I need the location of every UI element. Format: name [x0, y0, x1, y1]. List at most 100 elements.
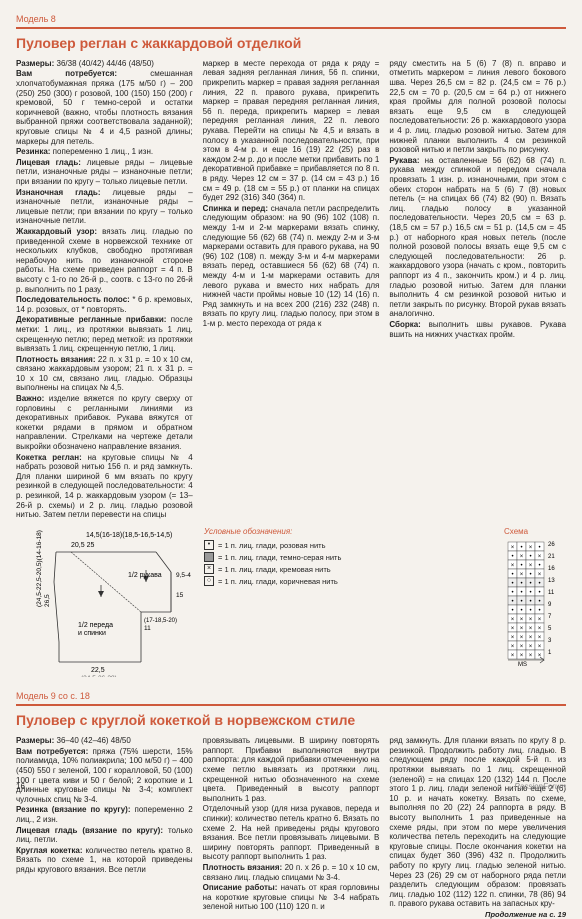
- svg-text:×: ×: [520, 653, 524, 659]
- page-number: 16: [16, 782, 25, 792]
- diag-rn3: (17-18,5-20): [144, 618, 177, 624]
- svg-text:•: •: [511, 599, 513, 605]
- legend-text: = 1 п. лиц. глади, темно-серая нить: [218, 553, 341, 562]
- legend: Условные обозначения: • = 1 п. лиц. глади…: [204, 527, 496, 680]
- svg-text:•: •: [520, 599, 522, 605]
- paragraph: Важно: изделие вяжется по кругу сверху о…: [16, 394, 193, 452]
- svg-text:•: •: [529, 608, 531, 614]
- svg-text:13: 13: [548, 578, 555, 584]
- paragraph: Последовательность полос: * 6 р. кремовы…: [16, 295, 193, 314]
- svg-text:×: ×: [520, 635, 524, 641]
- model8-header: Модель 8: [16, 14, 566, 29]
- svg-text:×: ×: [520, 644, 524, 650]
- legend-symbol: ×: [204, 564, 214, 574]
- diag-rn4: 11: [144, 625, 151, 632]
- paragraph: Плотность вязания: 20 п. х 26 р. = 10 х …: [203, 863, 380, 882]
- svg-text:×: ×: [538, 626, 542, 632]
- svg-text:×: ×: [538, 554, 542, 560]
- svg-text:•: •: [520, 590, 522, 596]
- legend-row: • = 1 п. лиц. глади, розовая нить: [204, 540, 496, 550]
- brand-mark: PassionForum: [514, 782, 566, 792]
- svg-text:•: •: [529, 599, 531, 605]
- paragraph: Плотность вязания: 22 п. х 31 р. = 10 х …: [16, 355, 193, 393]
- paragraph: Размеры: 36/38 (40/42) 44/46 (48/50): [16, 59, 193, 69]
- model8-col3: ряду сместить на 5 (6) 7 (8) п. вправо и…: [389, 59, 566, 521]
- model9-col3: ряд замкнуть. Для планки вязать по кругу…: [389, 736, 566, 919]
- paragraph: маркер в месте перехода от ряда к ряду =…: [203, 59, 380, 203]
- svg-text:×: ×: [520, 572, 524, 578]
- diag-pered: 1/2 переда: [78, 622, 113, 629]
- paragraph: Жаккардовый узор: вязать лиц. гладью по …: [16, 227, 193, 294]
- model8-title: Пуловер реглан с жаккардовой отделкой: [16, 35, 566, 51]
- svg-text:•: •: [511, 572, 513, 578]
- model9-label: Модель 9 со с. 18: [16, 691, 566, 702]
- svg-text:26: 26: [548, 542, 555, 548]
- paragraph: Описание работы: начать от края горловин…: [203, 883, 380, 912]
- svg-text:•: •: [538, 581, 540, 587]
- chart: Схема ×•×••×•××•×••×•×••••••••••••••••××…: [504, 527, 566, 680]
- svg-text:•: •: [511, 554, 513, 560]
- paragraph: Вам потребуется: смешанная хлопчатобумаж…: [16, 69, 193, 146]
- diagram-area: 14,5(16-18)(18,5-16,5-14,5) 20,5 25 1/2 …: [16, 527, 566, 680]
- svg-text:×: ×: [520, 617, 524, 623]
- svg-text:×: ×: [511, 626, 515, 632]
- svg-text:×: ×: [529, 617, 533, 623]
- legend-row: × = 1 п. лиц. глади, кремовая нить: [204, 564, 496, 574]
- legend-symbol: •: [204, 540, 214, 550]
- model9-title: Пуловер с круглой кокеткой в норвежском …: [16, 712, 566, 728]
- model8-columns: Размеры: 36/38 (40/42) 44/46 (48/50)Вам …: [16, 59, 566, 521]
- paragraph: Сборка: выполнить швы рукавов. Рукава вш…: [389, 320, 566, 339]
- svg-text:×: ×: [529, 545, 533, 551]
- legend-text: = 1 п. лиц. глади, розовая нить: [218, 541, 326, 550]
- diag-rukava: 1/2 рукава: [128, 572, 162, 579]
- svg-text:•: •: [529, 581, 531, 587]
- diag-m2: 20,5 25: [71, 542, 94, 549]
- svg-text:×: ×: [511, 653, 515, 659]
- svg-text:5: 5: [548, 626, 552, 632]
- svg-text:•: •: [538, 563, 540, 569]
- paragraph: Лицевая гладь: лицевые ряды – лицевые пе…: [16, 158, 193, 187]
- svg-text:•: •: [538, 590, 540, 596]
- model8-col2: маркер в месте перехода от ряда к ряду =…: [203, 59, 380, 521]
- svg-text:•: •: [529, 554, 531, 560]
- paragraph: Размеры: 36–40 (42–46) 48/50: [16, 736, 193, 746]
- diag-spinki: и спинки: [78, 630, 106, 637]
- svg-text:×: ×: [520, 626, 524, 632]
- paragraph: Изнаночная гладь: лицевые ряды – изнаноч…: [16, 188, 193, 226]
- chart-label: Схема: [504, 527, 566, 537]
- svg-text:7: 7: [548, 614, 552, 620]
- chart-svg: ×•×••×•××•×••×•×••••••••••••••••××××××××…: [504, 538, 566, 668]
- svg-text:×: ×: [511, 635, 515, 641]
- svg-text:21: 21: [548, 554, 555, 560]
- paragraph: Круглая кокетка: количество петель кратн…: [16, 846, 193, 875]
- svg-text:9: 9: [548, 602, 552, 608]
- paragraph: Лицевая гладь (вязание по кругу): только…: [16, 826, 193, 845]
- svg-text:•: •: [511, 581, 513, 587]
- paragraph: Спинка и перед: сначала петли распредели…: [203, 204, 380, 329]
- diag-left2: 26,5: [44, 594, 51, 607]
- model8-label: Модель 8: [16, 14, 566, 25]
- paragraph: Рукава: на оставленные 56 (62) 68 (74) п…: [389, 156, 566, 319]
- paragraph: Вам потребуется: пряжа (75% шерсти, 15% …: [16, 747, 193, 805]
- svg-text:×: ×: [520, 554, 524, 560]
- svg-text:×: ×: [529, 644, 533, 650]
- legend-text: = 1 п. лиц. глади, коричневая нить: [218, 577, 338, 586]
- svg-text:×: ×: [511, 563, 515, 569]
- svg-text:×: ×: [538, 644, 542, 650]
- svg-text:•: •: [511, 608, 513, 614]
- model9-section: Модель 9 со с. 18 Пуловер с круглой коке…: [16, 691, 566, 919]
- svg-text:•: •: [520, 608, 522, 614]
- svg-text:16: 16: [548, 566, 555, 572]
- paragraph: ряду сместить на 5 (6) 7 (8) п. вправо и…: [389, 59, 566, 155]
- svg-text:×: ×: [529, 635, 533, 641]
- svg-text:•: •: [520, 581, 522, 587]
- svg-text:×: ×: [511, 644, 515, 650]
- legend-title: Условные обозначения:: [204, 527, 496, 537]
- paragraph: Декоративные регланные прибавки: после м…: [16, 315, 193, 353]
- legend-row: = 1 п. лиц. глади, темно-серая нить: [204, 552, 496, 562]
- model9-header: Модель 9 со с. 18: [16, 691, 566, 706]
- legend-row: ○= 1 п. лиц. глади, коричневая нить: [204, 576, 496, 586]
- model8-section: Модель 8 Пуловер реглан с жаккардовой от…: [16, 14, 566, 679]
- diag-rn1: 9,5-4: [176, 572, 191, 579]
- legend-text: = 1 п. лиц. глади, кремовая нить: [218, 565, 331, 574]
